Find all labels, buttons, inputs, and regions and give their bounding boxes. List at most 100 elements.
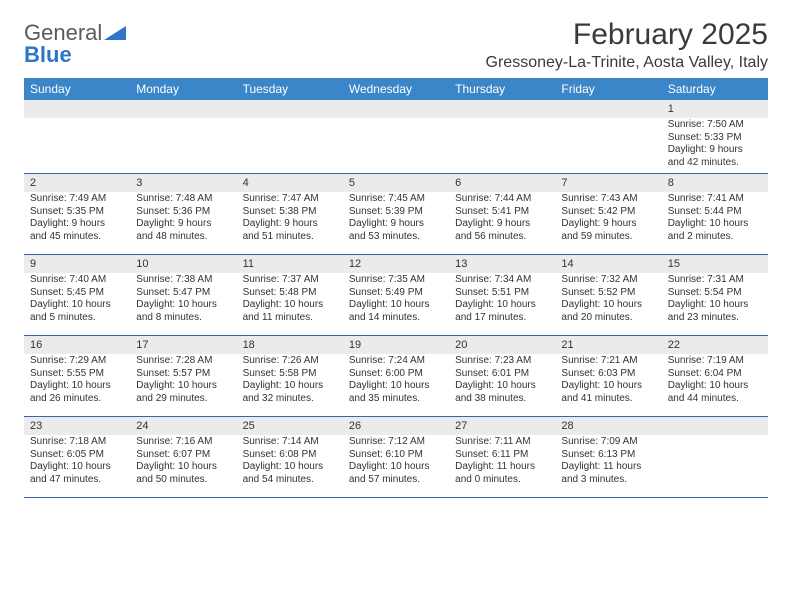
day-number (449, 100, 555, 118)
sunset-text: Sunset: 6:10 PM (349, 449, 443, 462)
daylight-text: Daylight: 10 hours and 54 minutes. (243, 461, 337, 486)
weekday-wed: Wednesday (343, 78, 449, 100)
calendar-cell: 2Sunrise: 7:49 AMSunset: 5:35 PMDaylight… (24, 174, 130, 254)
daylight-text: Daylight: 9 hours and 59 minutes. (561, 218, 655, 243)
sunrise-text: Sunrise: 7:31 AM (668, 274, 762, 287)
sunset-text: Sunset: 5:47 PM (136, 287, 230, 300)
cell-body: Sunrise: 7:41 AMSunset: 5:44 PMDaylight:… (662, 192, 768, 247)
sunrise-text: Sunrise: 7:14 AM (243, 436, 337, 449)
daylight-text: Daylight: 10 hours and 32 minutes. (243, 380, 337, 405)
weekday-thu: Thursday (449, 78, 555, 100)
calendar-body: 1Sunrise: 7:50 AMSunset: 5:33 PMDaylight… (24, 100, 768, 498)
daylight-text: Daylight: 10 hours and 2 minutes. (668, 218, 762, 243)
sunrise-text: Sunrise: 7:32 AM (561, 274, 655, 287)
calendar-cell: 12Sunrise: 7:35 AMSunset: 5:49 PMDayligh… (343, 255, 449, 335)
sunrise-text: Sunrise: 7:11 AM (455, 436, 549, 449)
weekday-header: Sunday Monday Tuesday Wednesday Thursday… (24, 78, 768, 100)
day-number: 11 (237, 255, 343, 273)
daylight-text: Daylight: 9 hours and 48 minutes. (136, 218, 230, 243)
calendar-cell: 27Sunrise: 7:11 AMSunset: 6:11 PMDayligh… (449, 417, 555, 497)
daylight-text: Daylight: 10 hours and 14 minutes. (349, 299, 443, 324)
cell-body: Sunrise: 7:49 AMSunset: 5:35 PMDaylight:… (24, 192, 130, 247)
calendar-cell (555, 100, 661, 173)
sunset-text: Sunset: 6:03 PM (561, 368, 655, 381)
day-number: 16 (24, 336, 130, 354)
day-number: 17 (130, 336, 236, 354)
calendar-cell: 9Sunrise: 7:40 AMSunset: 5:45 PMDaylight… (24, 255, 130, 335)
daylight-text: Daylight: 9 hours and 51 minutes. (243, 218, 337, 243)
sunrise-text: Sunrise: 7:24 AM (349, 355, 443, 368)
day-number (24, 100, 130, 118)
cell-body: Sunrise: 7:45 AMSunset: 5:39 PMDaylight:… (343, 192, 449, 247)
sunset-text: Sunset: 6:07 PM (136, 449, 230, 462)
cell-body: Sunrise: 7:48 AMSunset: 5:36 PMDaylight:… (130, 192, 236, 247)
daylight-text: Daylight: 11 hours and 0 minutes. (455, 461, 549, 486)
calendar-cell: 21Sunrise: 7:21 AMSunset: 6:03 PMDayligh… (555, 336, 661, 416)
day-number: 21 (555, 336, 661, 354)
daylight-text: Daylight: 10 hours and 8 minutes. (136, 299, 230, 324)
day-number: 8 (662, 174, 768, 192)
cell-body: Sunrise: 7:19 AMSunset: 6:04 PMDaylight:… (662, 354, 768, 409)
cell-body: Sunrise: 7:43 AMSunset: 5:42 PMDaylight:… (555, 192, 661, 247)
location: Gressoney-La-Trinite, Aosta Valley, Ital… (486, 54, 768, 72)
cell-body: Sunrise: 7:28 AMSunset: 5:57 PMDaylight:… (130, 354, 236, 409)
calendar-cell: 16Sunrise: 7:29 AMSunset: 5:55 PMDayligh… (24, 336, 130, 416)
daylight-text: Daylight: 11 hours and 3 minutes. (561, 461, 655, 486)
sunrise-text: Sunrise: 7:41 AM (668, 193, 762, 206)
weekday-mon: Monday (130, 78, 236, 100)
sunset-text: Sunset: 6:13 PM (561, 449, 655, 462)
sunset-text: Sunset: 5:55 PM (30, 368, 124, 381)
calendar-cell: 7Sunrise: 7:43 AMSunset: 5:42 PMDaylight… (555, 174, 661, 254)
logo-word2: Blue (24, 42, 72, 67)
sunrise-text: Sunrise: 7:34 AM (455, 274, 549, 287)
day-number: 7 (555, 174, 661, 192)
calendar-cell: 6Sunrise: 7:44 AMSunset: 5:41 PMDaylight… (449, 174, 555, 254)
cell-body: Sunrise: 7:47 AMSunset: 5:38 PMDaylight:… (237, 192, 343, 247)
sunrise-text: Sunrise: 7:37 AM (243, 274, 337, 287)
daylight-text: Daylight: 10 hours and 57 minutes. (349, 461, 443, 486)
day-number: 27 (449, 417, 555, 435)
day-number: 9 (24, 255, 130, 273)
daylight-text: Daylight: 9 hours and 53 minutes. (349, 218, 443, 243)
sunset-text: Sunset: 5:54 PM (668, 287, 762, 300)
title-block: February 2025 Gressoney-La-Trinite, Aost… (486, 18, 768, 72)
calendar-cell: 13Sunrise: 7:34 AMSunset: 5:51 PMDayligh… (449, 255, 555, 335)
logo-text: General Blue (24, 22, 126, 66)
sunrise-text: Sunrise: 7:12 AM (349, 436, 443, 449)
calendar-cell (237, 100, 343, 173)
sunset-text: Sunset: 5:33 PM (668, 132, 762, 145)
daylight-text: Daylight: 10 hours and 11 minutes. (243, 299, 337, 324)
daylight-text: Daylight: 10 hours and 38 minutes. (455, 380, 549, 405)
calendar-cell (449, 100, 555, 173)
sunset-text: Sunset: 5:44 PM (668, 206, 762, 219)
day-number: 23 (24, 417, 130, 435)
calendar-cell (343, 100, 449, 173)
sunset-text: Sunset: 5:57 PM (136, 368, 230, 381)
daylight-text: Daylight: 10 hours and 50 minutes. (136, 461, 230, 486)
calendar-cell: 26Sunrise: 7:12 AMSunset: 6:10 PMDayligh… (343, 417, 449, 497)
cell-body: Sunrise: 7:50 AMSunset: 5:33 PMDaylight:… (662, 118, 768, 173)
calendar-cell: 15Sunrise: 7:31 AMSunset: 5:54 PMDayligh… (662, 255, 768, 335)
calendar-cell (130, 100, 236, 173)
day-number: 18 (237, 336, 343, 354)
day-number: 13 (449, 255, 555, 273)
calendar-cell: 11Sunrise: 7:37 AMSunset: 5:48 PMDayligh… (237, 255, 343, 335)
calendar-cell: 10Sunrise: 7:38 AMSunset: 5:47 PMDayligh… (130, 255, 236, 335)
logo-triangle-icon (104, 20, 126, 45)
logo: General Blue (24, 18, 126, 66)
sunrise-text: Sunrise: 7:35 AM (349, 274, 443, 287)
sunset-text: Sunset: 6:08 PM (243, 449, 337, 462)
sunrise-text: Sunrise: 7:23 AM (455, 355, 549, 368)
sunset-text: Sunset: 6:01 PM (455, 368, 549, 381)
cell-body: Sunrise: 7:32 AMSunset: 5:52 PMDaylight:… (555, 273, 661, 328)
calendar-cell: 18Sunrise: 7:26 AMSunset: 5:58 PMDayligh… (237, 336, 343, 416)
daylight-text: Daylight: 9 hours and 42 minutes. (668, 144, 762, 169)
sunset-text: Sunset: 5:35 PM (30, 206, 124, 219)
day-number: 25 (237, 417, 343, 435)
day-number (555, 100, 661, 118)
day-number (130, 100, 236, 118)
sunset-text: Sunset: 6:00 PM (349, 368, 443, 381)
sunset-text: Sunset: 5:48 PM (243, 287, 337, 300)
sunset-text: Sunset: 5:42 PM (561, 206, 655, 219)
sunrise-text: Sunrise: 7:19 AM (668, 355, 762, 368)
